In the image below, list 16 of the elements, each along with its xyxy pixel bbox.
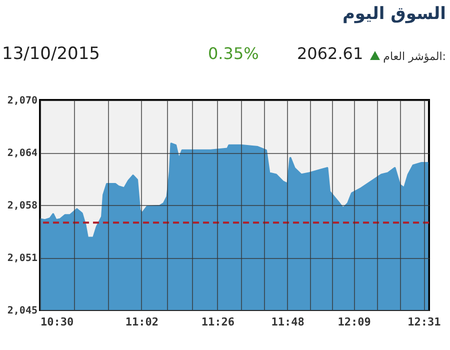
- text: 0.35%: [208, 44, 259, 63]
- text: المؤشر العام:: [383, 50, 446, 63]
- y-tick-label: 2,070: [7, 96, 38, 106]
- y-tick-label: 2,058: [7, 200, 38, 212]
- x-tick-label: 10:30: [40, 316, 74, 328]
- x-tick-label: 12:09: [338, 316, 371, 328]
- chart-title: السوق اليوم: [342, 4, 446, 24]
- y-tick-label: 2,051: [7, 253, 38, 264]
- x-tick-label: 11:02: [125, 316, 158, 328]
- x-tick-label: 11:26: [201, 316, 235, 328]
- x-tick-label: 12:31: [408, 316, 442, 328]
- x-tick-label: 11:48: [271, 316, 304, 328]
- y-tick-label: 2,045: [7, 306, 38, 316]
- text: 2062.61: [297, 44, 364, 63]
- y-tick-label: 2,064: [7, 148, 38, 159]
- chart-subtitle: 13/10/2015: [2, 44, 100, 64]
